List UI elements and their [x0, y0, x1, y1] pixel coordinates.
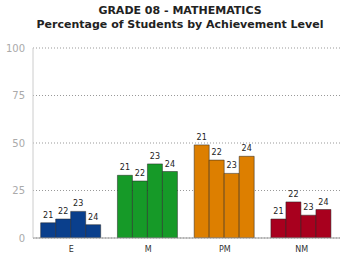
svg-text:23: 23: [73, 199, 83, 208]
svg-text:22: 22: [135, 169, 145, 178]
html-text:Percentage of Students by Achi: Percentage of Students by Achievement Le…: [36, 18, 324, 31]
svg-text:24: 24: [88, 213, 98, 222]
svg-text:24: 24: [318, 198, 328, 207]
svg-text:21: 21: [273, 207, 283, 216]
svg-text:0: 0: [19, 233, 25, 244]
svg-text:23: 23: [303, 203, 313, 212]
svg-text:22: 22: [288, 190, 298, 199]
svg-text:24: 24: [242, 144, 252, 153]
svg-text:23: 23: [227, 161, 237, 170]
svg-text:22: 22: [212, 148, 222, 157]
svg-text:50: 50: [12, 138, 25, 149]
svg-text:75: 75: [12, 90, 25, 101]
svg-text:M: M: [145, 245, 152, 254]
svg-text:100: 100: [8, 43, 25, 54]
svg-text:21: 21: [197, 133, 207, 142]
svg-text:PM: PM: [219, 245, 231, 254]
svg-text:25: 25: [12, 185, 25, 196]
svg-text:E: E: [69, 245, 74, 254]
html-text:GRADE 08 - MATHEMATICS: GRADE 08 - MATHEMATICS: [98, 4, 262, 17]
svg-text:23: 23: [150, 152, 160, 161]
svg-text:21: 21: [120, 163, 130, 172]
svg-text:NM: NM: [295, 245, 308, 254]
svg-text:22: 22: [58, 207, 68, 216]
svg-text:21: 21: [43, 211, 53, 220]
svg-text:24: 24: [165, 160, 175, 169]
